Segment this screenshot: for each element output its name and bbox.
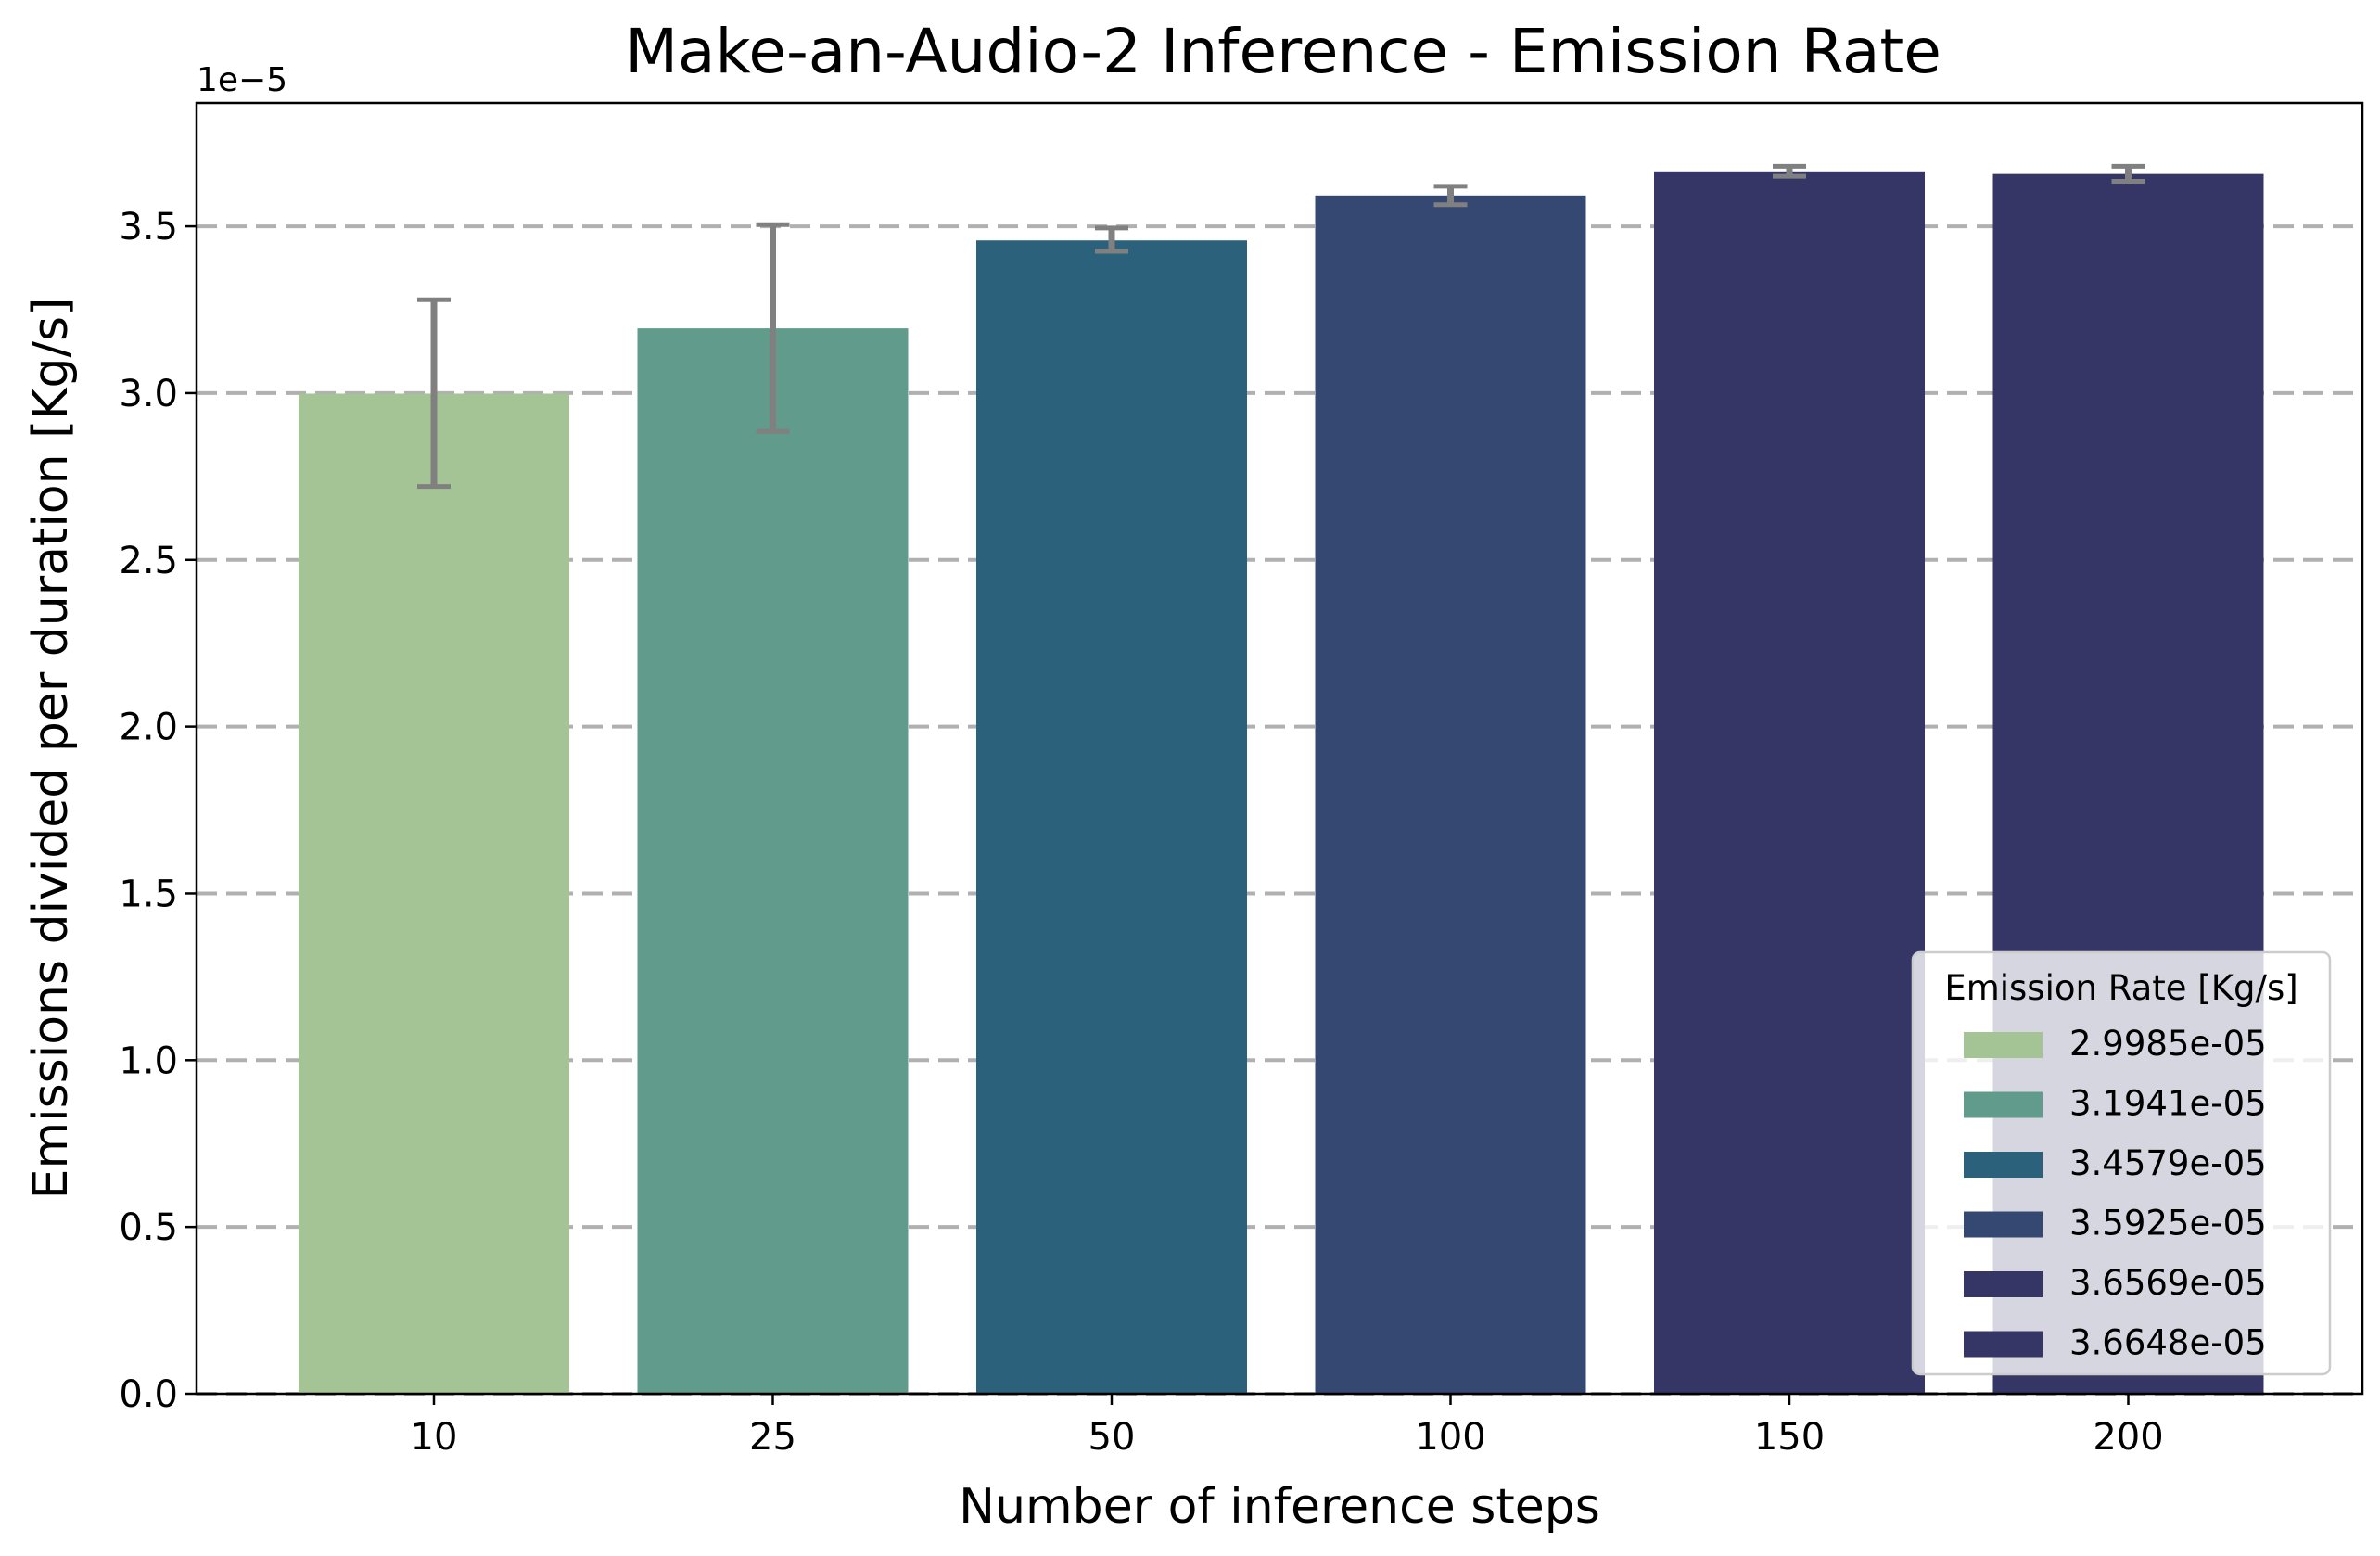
y-axis-label: Emissions divided per duration [Kg/s] [23,298,79,1200]
bar [299,393,569,1395]
legend-swatch [1964,1211,2043,1238]
legend: Emission Rate [Kg/s] 2.9985e-05 3.1941e-0… [1911,950,2332,1376]
bar [976,240,1247,1394]
x-tick-label: 25 [749,1416,796,1459]
legend-swatch [1964,1152,2043,1178]
bar [1315,195,1586,1394]
x-tick-label: 200 [2093,1416,2163,1459]
plot-frame [195,101,2364,1396]
chart-title: Make-an-Audio-2 Inference - Emission Rat… [625,16,1941,87]
legend-label: 3.6648e-05 [2069,1323,2267,1363]
legend-swatch [1964,1331,2043,1358]
legend-items: 2.9985e-05 3.1941e-05 3.4579e-05 3.5925e-05… [1964,1024,2267,1363]
bar [637,328,909,1395]
legend-label: 3.6569e-05 [2069,1263,2267,1303]
legend-swatch [1964,1032,2043,1058]
x-axis-label: Number of inference steps [959,1479,1600,1535]
bar [1654,171,1925,1395]
legend-label: 3.5925e-05 [2069,1204,2267,1244]
y-offset-label: 1e−5 [197,61,287,99]
y-tick-label: 0.0 [119,1373,178,1416]
legend-label: 3.1941e-05 [2069,1084,2267,1124]
y-tick-label: 0.5 [119,1206,178,1249]
legend-label: 2.9985e-05 [2069,1024,2267,1064]
y-tick-label: 2.5 [119,540,178,582]
error-bars [417,163,2145,490]
x-tick-label: 150 [1754,1416,1825,1459]
y-tick-label: 1.5 [119,873,178,915]
x-axis-ticks: 10 25 50 100 150 200 [411,1394,2164,1459]
legend-label: 3.4579e-05 [2069,1143,2267,1183]
y-tick-label: 3.5 [119,206,178,249]
y-tick-label: 1.0 [119,1039,178,1082]
legend-title: Emission Rate [Kg/s] [1944,968,2297,1008]
y-axis-ticks: 0.0 0.5 1.0 1.5 2.0 2.5 3.0 3.5 [119,206,197,1416]
x-tick-label: 50 [1088,1416,1136,1459]
y-tick-label: 2.0 [119,707,178,749]
x-tick-label: 10 [411,1416,458,1459]
bars [299,171,2264,1395]
legend-swatch [1964,1091,2043,1118]
y-tick-label: 3.0 [119,373,178,415]
x-tick-label: 100 [1415,1416,1485,1459]
legend-swatch [1964,1271,2043,1297]
